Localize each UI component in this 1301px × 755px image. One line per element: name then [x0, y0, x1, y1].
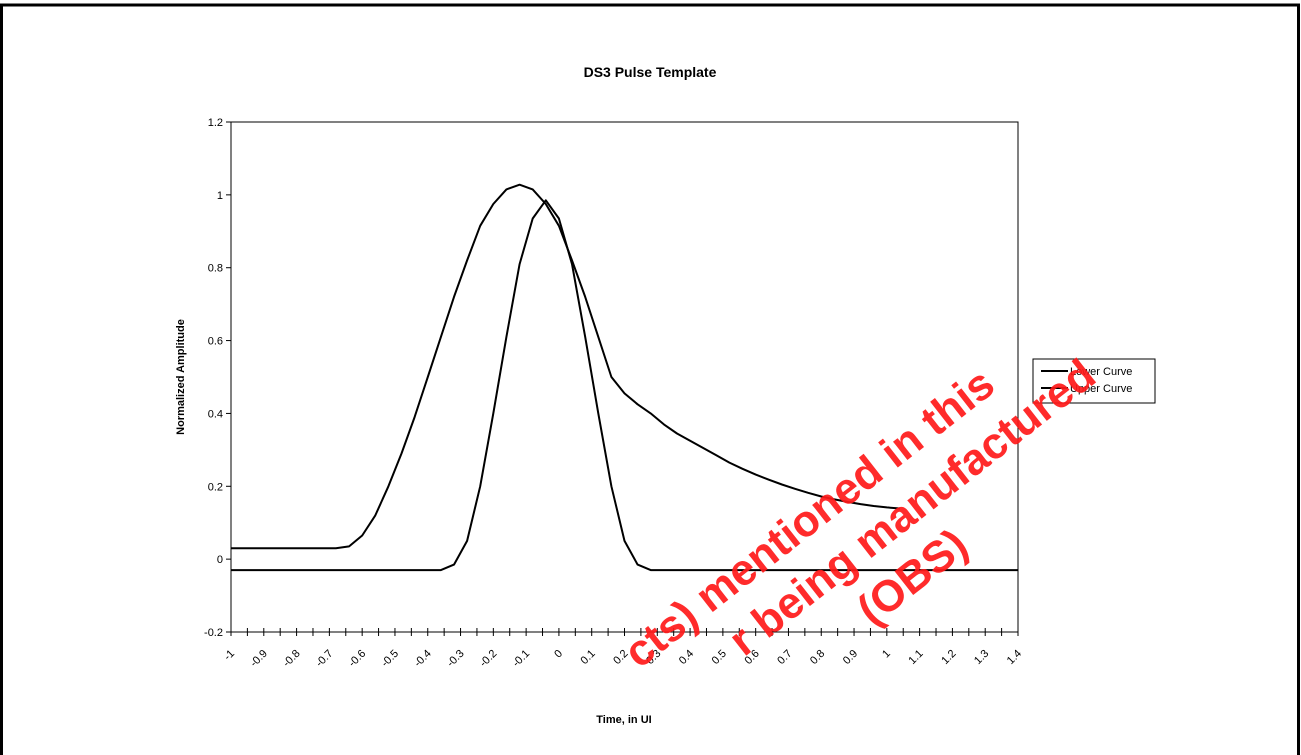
- x-tick-label: -0.6: [346, 648, 368, 670]
- x-tick-label: 1.2: [939, 648, 958, 667]
- legend-label-upper-curve: Upper Curve: [1070, 383, 1132, 395]
- series-line-lower-curve: [231, 199, 1018, 572]
- x-tick-label: -0.9: [248, 648, 270, 670]
- x-tick-label: -0.8: [281, 648, 303, 670]
- y-tick-label: 0.4: [208, 408, 223, 420]
- x-tick-label: 1: [880, 648, 893, 661]
- series-layer: [231, 183, 1018, 572]
- x-tick-label: 0.7: [775, 648, 794, 667]
- x-tick-label: 1.1: [906, 648, 925, 667]
- x-tick-label: 0.5: [710, 648, 729, 667]
- y-tick-label: 0.8: [208, 263, 223, 275]
- x-tick-label: 0.8: [808, 648, 827, 667]
- y-tick-label: 0: [217, 554, 223, 566]
- x-axis-title: Time, in UI: [596, 714, 651, 726]
- x-tick-label: 0.9: [841, 648, 860, 667]
- legend-box: [1032, 358, 1156, 404]
- legend-label-lower-curve: Lower Curve: [1070, 366, 1132, 378]
- y-tick-label: 1.2: [208, 117, 223, 129]
- x-tick-label: 0: [552, 648, 565, 661]
- x-tick-label: 0.4: [677, 648, 696, 667]
- x-tick-label: 1.4: [1005, 648, 1024, 667]
- series-line-upper-curve: [231, 183, 901, 550]
- x-tick-label: -0.4: [412, 648, 434, 670]
- y-tick-label: 1: [217, 190, 223, 202]
- x-tick-label: -0.5: [379, 648, 401, 670]
- outer-frame: [0, 3, 1300, 755]
- y-tick-label: 0.2: [208, 481, 223, 493]
- x-tick-label: -0.2: [478, 648, 500, 670]
- x-tick-label: -0.3: [445, 648, 467, 670]
- y-axis: -0.2 0 0.2 0.4 0.6 0.8 1 1.2: [204, 117, 231, 639]
- y-tick-label: -0.2: [204, 627, 223, 639]
- chart-title: DS3 Pulse Template: [584, 64, 717, 80]
- x-tick-label: 0.1: [579, 648, 598, 667]
- y-tick-label: 0.6: [208, 336, 223, 348]
- x-tick-label: 1.3: [972, 648, 991, 667]
- legend: Lower Curve Upper Curve: [1032, 358, 1156, 404]
- x-tick-label: -1: [222, 648, 237, 663]
- x-tick-label: -0.7: [314, 648, 336, 670]
- x-tick-label: -0.1: [510, 648, 532, 670]
- y-axis-title: Normalized Amplitude: [175, 319, 187, 435]
